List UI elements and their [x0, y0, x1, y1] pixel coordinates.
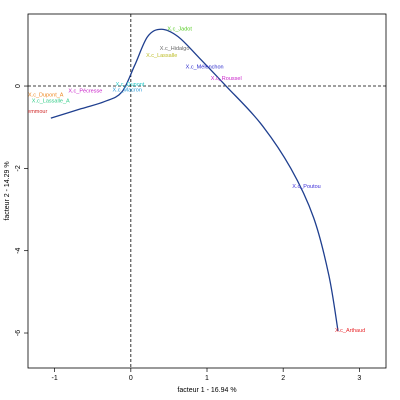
point-label: X.c_Arthaud: [335, 328, 365, 334]
x-tick-label: 1: [205, 375, 209, 382]
point-label: X.c_Zemmour: [13, 109, 48, 115]
x-axis-label: facteur 1 - 16.94 %: [177, 387, 236, 394]
x-tick-label: 0: [129, 375, 133, 382]
reference-lines: [28, 14, 386, 368]
point-label: X.c_Roussel: [211, 76, 242, 82]
y-axis-ticks: -6 -4 -2 0: [15, 84, 28, 336]
y-tick-label: 0: [15, 84, 22, 88]
point-label: X.c_Lassalle: [146, 53, 177, 59]
point-label: X.c_Hidalgo: [160, 46, 190, 52]
point-labels-layer: X.c_Arthaud X.c_Poutou X.c_Roussel X.c_Méle…: [13, 26, 365, 334]
y-tick-label: -4: [15, 247, 22, 253]
curve-layer: [50, 28, 339, 332]
point-label: X.c_Lassalle_A: [32, 99, 70, 105]
x-axis-ticks: -1 0 1 2 3: [52, 368, 361, 382]
y-tick-label: -2: [15, 165, 22, 171]
point-label: X.c_Poutou: [292, 184, 320, 190]
point-label: X.c_Dupont_A: [28, 93, 64, 99]
x-tick-label: 2: [281, 375, 285, 382]
y-axis-label: facteur 2 - 14.29 %: [4, 161, 11, 220]
y-tick-label: -6: [15, 330, 22, 336]
point-label: X.c_Dupont: [116, 82, 145, 88]
x-tick-label: 3: [357, 375, 361, 382]
point-label: X.c_Jadot: [167, 26, 192, 32]
fitted-curve-line: [50, 28, 339, 332]
point-label: X.c_Macron: [113, 87, 142, 93]
point-label: X.c_Mélenchon: [186, 65, 224, 71]
x-tick-label: -1: [52, 375, 58, 382]
point-label: X.c_Pécresse: [68, 89, 102, 95]
